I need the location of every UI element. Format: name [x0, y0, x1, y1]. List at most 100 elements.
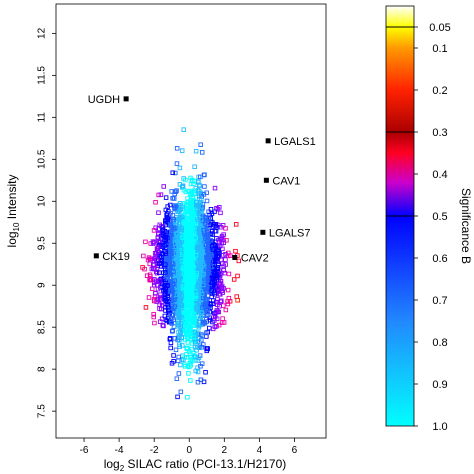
- labeled-point-marker: [232, 255, 238, 261]
- data-point: [185, 316, 190, 322]
- data-point: [207, 325, 212, 331]
- data-point: [201, 227, 206, 233]
- data-point: [191, 316, 197, 321]
- colorbar-tick-label: 0.05: [429, 22, 450, 34]
- data-point: [188, 270, 194, 276]
- data-point: [164, 243, 170, 249]
- data-point: [220, 316, 225, 321]
- data-point: [172, 237, 178, 242]
- x-tick-label: -6: [80, 445, 89, 456]
- data-point: [212, 310, 217, 316]
- data-point: [198, 174, 203, 180]
- x-axis-label: log2 SILAC ratio (PCI-13.1/H2170): [104, 457, 287, 473]
- data-point: [147, 272, 153, 277]
- labeled-point-marker: [93, 253, 99, 259]
- data-point: [151, 240, 157, 245]
- data-point: [179, 251, 184, 256]
- data-point: [158, 192, 164, 197]
- colorbar-tick-label: 1.0: [432, 421, 447, 433]
- data-point: [215, 296, 220, 302]
- data-point: [199, 337, 204, 343]
- data-point: [174, 292, 180, 297]
- data-point: [185, 262, 190, 267]
- x-tick-label: 2: [222, 445, 228, 456]
- data-point: [225, 301, 231, 307]
- data-point: [162, 243, 167, 248]
- data-point: [160, 227, 166, 232]
- data-point: [184, 209, 190, 214]
- data-point: [179, 335, 184, 341]
- data-point: [209, 288, 214, 294]
- data-point: [216, 289, 222, 294]
- data-point: [201, 271, 206, 277]
- data-point: [176, 371, 182, 376]
- significance-colorbar: 0.05 0.1 0.2 0.3 0.4 0.5 0.6 0.7 0.8 0.9 1.0: [385, 5, 451, 433]
- data-point: [208, 302, 214, 307]
- data-point: [191, 279, 197, 285]
- data-point: [187, 203, 193, 208]
- labeled-point-text: CAV1: [272, 175, 300, 187]
- data-point: [221, 320, 227, 325]
- data-point: [235, 298, 240, 303]
- data-point: [188, 198, 193, 203]
- data-point: [162, 313, 168, 319]
- data-point: [174, 188, 179, 193]
- data-point: [196, 281, 201, 286]
- x-axis: -6 -4 -2 0 2 4 6: [80, 438, 298, 456]
- data-point: [190, 226, 196, 232]
- data-point: [208, 264, 213, 270]
- data-point: [187, 235, 192, 241]
- y-tick-label: 9.5: [37, 236, 48, 250]
- y-tick-label: 10: [37, 195, 48, 207]
- data-point: [188, 303, 193, 309]
- data-point: [171, 225, 177, 231]
- data-point: [189, 265, 194, 270]
- data-point: [190, 321, 195, 326]
- data-point: [198, 322, 203, 328]
- data-point: [186, 371, 191, 376]
- data-point: [155, 286, 161, 292]
- data-point: [191, 220, 196, 225]
- data-point: [221, 240, 226, 245]
- y-tick-label: 8.5: [37, 320, 48, 334]
- data-point: [173, 170, 178, 176]
- data-point: [224, 238, 229, 243]
- data-point: [178, 330, 183, 336]
- data-point: [146, 255, 152, 260]
- data-point: [163, 249, 168, 254]
- data-point: [187, 253, 192, 258]
- data-point: [221, 253, 226, 258]
- data-point: [164, 229, 169, 235]
- data-point: [156, 210, 161, 215]
- data-point: [204, 238, 210, 244]
- data-point: [187, 283, 193, 288]
- data-point: [170, 328, 175, 333]
- data-point: [175, 324, 180, 329]
- data-point: [194, 290, 200, 296]
- data-point: [223, 226, 228, 231]
- data-point: [196, 265, 202, 270]
- data-point: [215, 274, 220, 280]
- colorbar-tick-label: 0.6: [432, 253, 447, 265]
- data-point: [195, 379, 201, 385]
- x-tick-label: 6: [292, 445, 298, 456]
- data-point: [178, 323, 183, 329]
- data-point: [212, 209, 217, 215]
- colorbar-tick-label: 0.4: [432, 169, 447, 181]
- data-point: [210, 298, 216, 303]
- data-point: [168, 340, 174, 346]
- data-point: [175, 358, 181, 364]
- data-point: [158, 292, 163, 297]
- data-point: [199, 234, 204, 239]
- data-point: [193, 235, 198, 241]
- data-point: [178, 247, 184, 252]
- data-point: [208, 259, 213, 264]
- data-point: [192, 344, 198, 350]
- data-point: [175, 394, 180, 400]
- data-point: [157, 278, 163, 283]
- data-point: [205, 259, 210, 265]
- data-point: [202, 319, 207, 325]
- data-point: [201, 192, 207, 197]
- data-point: [177, 165, 183, 171]
